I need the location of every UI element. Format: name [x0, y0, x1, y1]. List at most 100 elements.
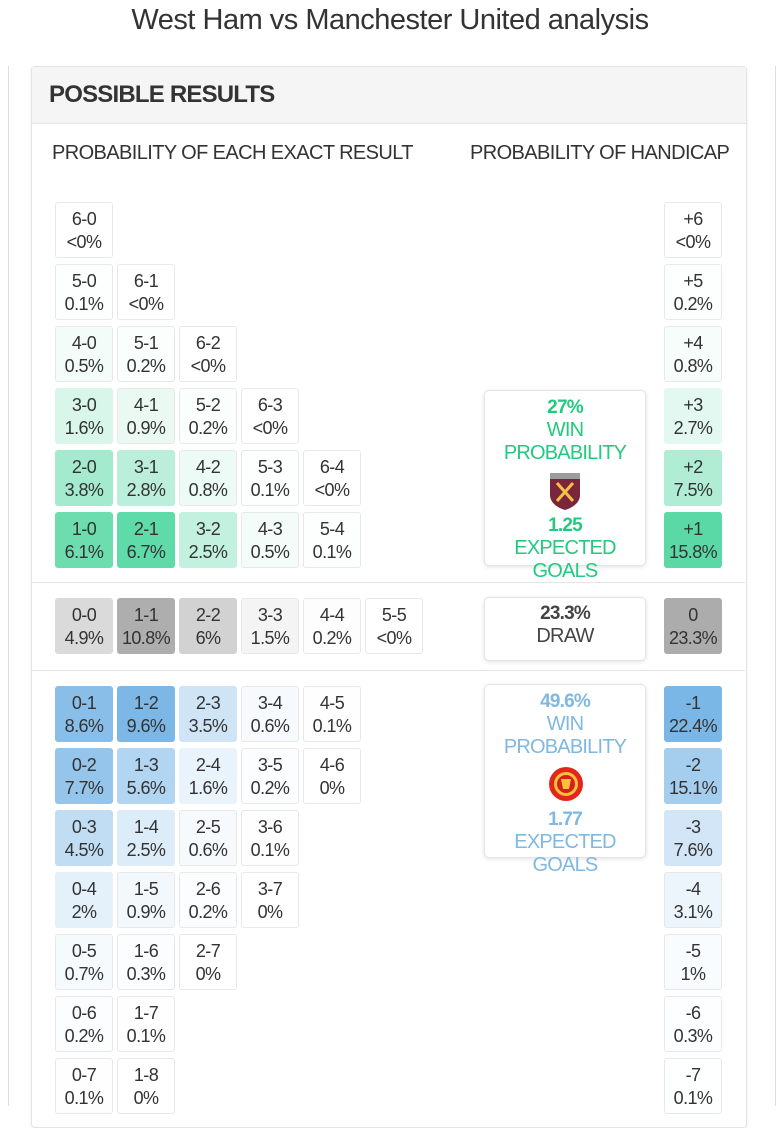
cell-label: +1 [683, 519, 703, 539]
cell-label: 2-3 [195, 693, 221, 713]
cell-probability: 0.1% [126, 1026, 166, 1046]
away-win-label: WIN PROBABILITY [503, 713, 627, 758]
cell-label: 1-3 [133, 755, 159, 775]
home-result-cell: 4-1 0.9% [117, 388, 175, 444]
cell-label: 0-3 [71, 817, 97, 837]
handicap-cell: -3 7.6% [664, 810, 722, 866]
cell-probability: 7.6% [673, 840, 713, 860]
cell-probability: 0.8% [188, 480, 228, 500]
away-result-cell: 1-6 0.3% [117, 934, 175, 990]
cell-probability: 0.9% [126, 902, 166, 922]
cell-label: 0-4 [71, 879, 97, 899]
cell-probability: 0.1% [250, 840, 290, 860]
cell-label: 1-1 [133, 605, 159, 625]
cell-label: 4-1 [133, 395, 159, 415]
draw-label: DRAW [536, 625, 594, 647]
cell-label: 1-0 [71, 519, 97, 539]
home-win-pct: 27% [547, 397, 583, 418]
home-result-cell: 3-0 1.6% [55, 388, 113, 444]
cell-label: 6-1 [133, 271, 159, 291]
cell-label: +4 [683, 333, 703, 353]
draw-result-cell: 5-5 <0% [365, 598, 423, 654]
handicap-cell: +5 0.2% [664, 264, 722, 320]
cell-label: +2 [683, 457, 703, 477]
home-result-cell: 2-1 6.7% [117, 512, 175, 568]
away-result-cell: 1-4 2.5% [117, 810, 175, 866]
cell-probability: 0.7% [64, 964, 104, 984]
cell-probability: 0% [195, 964, 221, 984]
cell-probability: 0.1% [312, 716, 352, 736]
cell-label: 5-2 [195, 395, 221, 415]
home-result-cell: 3-2 2.5% [179, 512, 237, 568]
home-result-cell: 4-2 0.8% [179, 450, 237, 506]
cell-label: -6 [685, 1003, 701, 1023]
cell-probability: 0.2% [126, 356, 166, 376]
away-summary-card: 49.6% WIN PROBABILITY 1.77 EXPECTED GOAL… [484, 684, 646, 876]
handicap-cell: -2 15.1% [664, 748, 722, 804]
cell-label: +3 [683, 395, 703, 415]
divider [31, 582, 745, 583]
away-result-cell: 0-6 0.2% [55, 996, 113, 1052]
handicap-heading: PROBABILITY OF HANDICAP [470, 142, 730, 164]
cell-probability: 23.3% [668, 628, 718, 648]
cell-probability: 0% [133, 1088, 159, 1108]
cell-probability: 0.1% [250, 480, 290, 500]
draw-pct: 23.3% [540, 603, 591, 624]
cell-probability: 0.9% [126, 418, 166, 438]
cell-label: 0-2 [71, 755, 97, 775]
section-title: POSSIBLE RESULTS [32, 67, 746, 124]
cell-label: -7 [685, 1065, 701, 1085]
cell-probability: 0.1% [673, 1088, 713, 1108]
cell-probability: 0.2% [188, 418, 228, 438]
cell-probability: <0% [128, 294, 164, 314]
cell-label: 2-5 [195, 817, 221, 837]
draw-result-cell: 0-0 4.9% [55, 598, 113, 654]
cell-probability: 10.8% [121, 628, 171, 648]
away-result-cell: 4-5 0.1% [303, 686, 361, 742]
cell-label: 1-6 [133, 941, 159, 961]
handicap-cell: -5 1% [664, 934, 722, 990]
cell-probability: 0% [257, 902, 283, 922]
home-result-cell: 4-3 0.5% [241, 512, 299, 568]
cell-label: 4-3 [257, 519, 283, 539]
cell-label: 5-1 [133, 333, 159, 353]
cell-probability: 2.7% [673, 418, 713, 438]
possible-results-card: POSSIBLE RESULTS [31, 66, 747, 1128]
cell-label: 2-2 [195, 605, 221, 625]
cell-probability: 0.5% [250, 542, 290, 562]
cell-label: 3-7 [257, 879, 283, 899]
cell-label: 6-2 [195, 333, 221, 353]
cell-probability: 4.9% [64, 628, 104, 648]
draw-result-cell: 3-3 1.5% [241, 598, 299, 654]
away-result-cell: 2-3 3.5% [179, 686, 237, 742]
adjacent-panel-edge [775, 66, 780, 1106]
away-result-cell: 1-2 9.6% [117, 686, 175, 742]
cell-probability: <0% [376, 628, 412, 648]
cell-label: +6 [683, 209, 703, 229]
cell-probability: 0.2% [188, 902, 228, 922]
cell-label: 6-3 [257, 395, 283, 415]
cell-probability: 6.1% [64, 542, 104, 562]
away-result-cell: 0-3 4.5% [55, 810, 113, 866]
cell-label: 1-7 [133, 1003, 159, 1023]
away-result-cell: 2-6 0.2% [179, 872, 237, 928]
home-result-cell: 2-0 3.8% [55, 450, 113, 506]
cell-probability: 0.6% [250, 716, 290, 736]
cell-label: -3 [685, 817, 701, 837]
away-result-cell: 2-5 0.6% [179, 810, 237, 866]
cell-probability: 0.2% [312, 628, 352, 648]
cell-probability: 1% [680, 964, 706, 984]
handicap-cell: -4 3.1% [664, 872, 722, 928]
cell-label: 4-0 [71, 333, 97, 353]
home-win-label: WIN PROBABILITY [503, 419, 627, 464]
away-xg: 1.77 [548, 809, 583, 830]
cell-label: 1-8 [133, 1065, 159, 1085]
handicap-cell: -6 0.3% [664, 996, 722, 1052]
cell-label: 1-2 [133, 693, 159, 713]
home-result-cell: 1-0 6.1% [55, 512, 113, 568]
away-result-cell: 2-4 1.6% [179, 748, 237, 804]
cell-label: 5-5 [381, 605, 407, 625]
cell-probability: 0.6% [188, 840, 228, 860]
home-result-cell: 5-0 0.1% [55, 264, 113, 320]
cell-label: 5-3 [257, 457, 283, 477]
